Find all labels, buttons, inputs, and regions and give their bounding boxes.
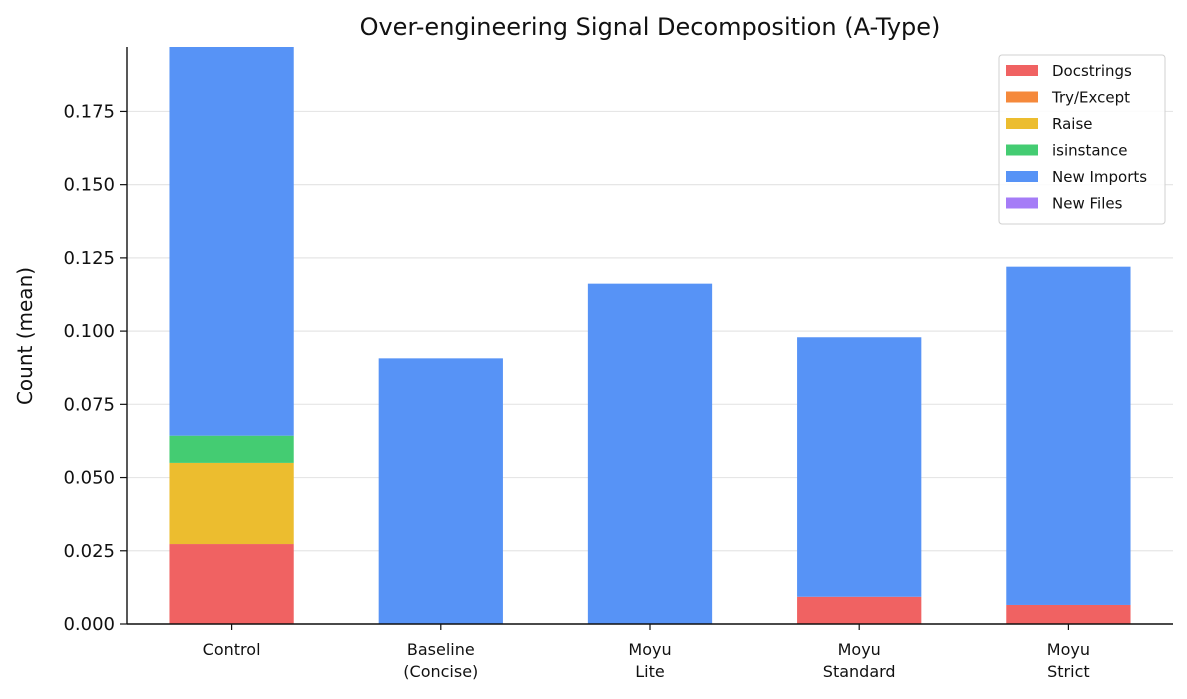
- legend-label: isinstance: [1052, 142, 1128, 160]
- x-ticks: Control Baseline (Concise) Moyu Lite Moyu Stan…: [203, 624, 1090, 681]
- legend: Docstrings Try/Except Raise isinstance New I…: [998, 54, 1166, 225]
- bars: [169, 47, 1131, 624]
- legend-swatch: [1006, 144, 1038, 156]
- legend-label: New Imports: [1052, 168, 1147, 186]
- x-tick-label: Control: [203, 640, 261, 659]
- y-tick-label: 0.150: [63, 175, 115, 196]
- x-tick-label: Standard: [823, 662, 896, 681]
- y-axis-label: Count (mean): [13, 267, 37, 405]
- legend-label: Raise: [1052, 115, 1093, 133]
- y-tick-label: 0.175: [63, 101, 115, 122]
- bar-segment-new-imports: [169, 47, 294, 436]
- x-tick-label: Strict: [1047, 662, 1090, 681]
- bar-segment-new-imports: [378, 358, 503, 624]
- bar-segment-new-imports: [587, 283, 713, 624]
- y-tick-label: 0.025: [63, 541, 115, 562]
- legend-frame: [998, 54, 1166, 225]
- bar-segment-docstrings: [169, 544, 294, 624]
- x-tick-label: Baseline: [407, 640, 475, 659]
- legend-swatch: [1006, 91, 1038, 103]
- chart-title: Over-engineering Signal Decomposition (A…: [360, 13, 941, 41]
- bar-segment-docstrings: [797, 596, 922, 624]
- y-tick-label: 0.125: [63, 248, 115, 269]
- x-tick-label: Moyu: [838, 640, 881, 659]
- legend-swatch: [1006, 65, 1038, 76]
- x-tick-label: (Concise): [403, 662, 478, 681]
- bar-segment-new-imports: [797, 337, 922, 597]
- legend-label: Try/Except: [1051, 89, 1130, 107]
- x-tick-label: Moyu: [628, 640, 671, 659]
- y-tick-label: 0.075: [63, 394, 115, 415]
- legend-swatch: [1006, 197, 1038, 209]
- y-tick-label: 0.050: [63, 468, 115, 489]
- bar-segment-isinstance: [169, 435, 294, 463]
- x-tick-label: Lite: [635, 662, 664, 681]
- legend-label: New Files: [1052, 195, 1123, 213]
- bar-segment-new-imports: [1006, 266, 1131, 605]
- x-tick-label: Moyu: [1047, 640, 1090, 659]
- y-tick-label: 0.100: [63, 321, 115, 342]
- y-ticks: 0.000 0.025 0.050 0.075 0.100 0.125 0.150 0.175: [63, 101, 127, 635]
- y-tick-label: 0.000: [63, 614, 115, 635]
- bar-segment-docstrings: [1006, 604, 1131, 624]
- legend-label: Docstrings: [1052, 62, 1132, 80]
- legend-swatch: [1006, 171, 1038, 182]
- bar-segment-raise: [169, 462, 294, 545]
- legend-swatch: [1006, 118, 1038, 129]
